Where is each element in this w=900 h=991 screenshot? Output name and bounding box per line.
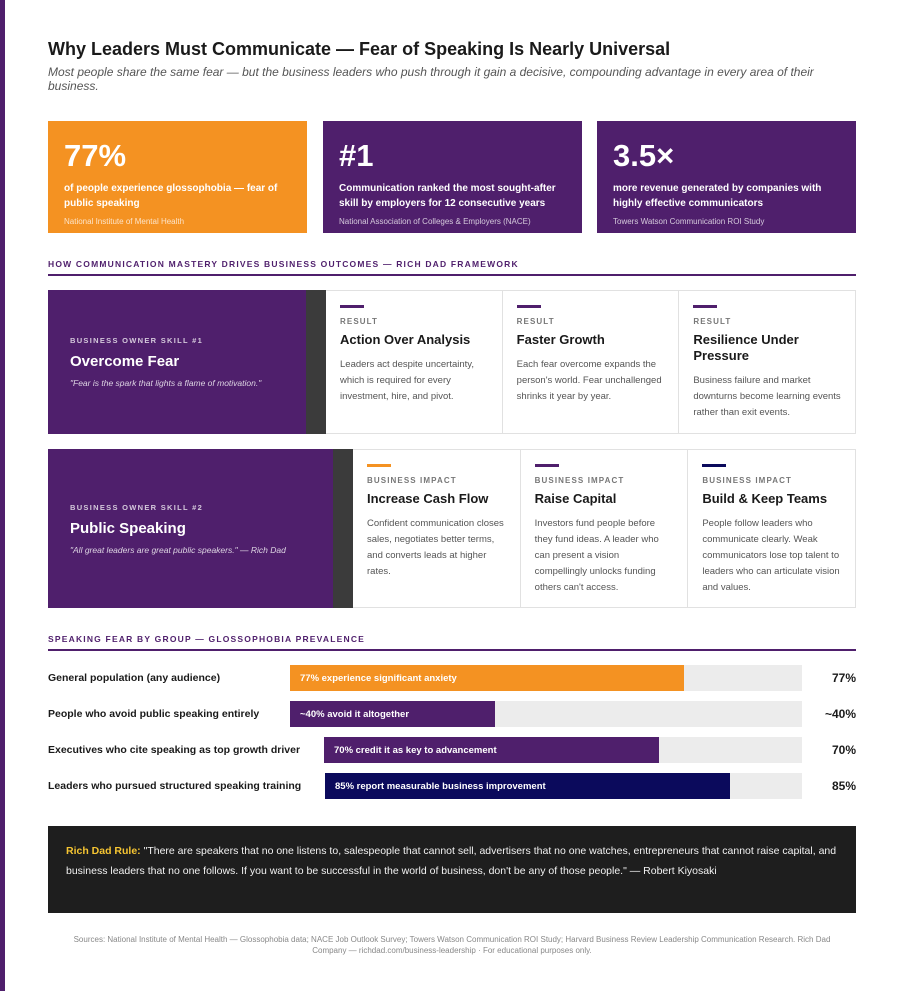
skill-name: Overcome Fear (70, 353, 180, 370)
card-accent-tick (693, 305, 718, 308)
card-accent-tick (367, 464, 391, 467)
skill-name: Public Speaking (70, 519, 186, 537)
bar-percent: 85% (831, 779, 856, 793)
bar-percent: ~40% (824, 707, 856, 721)
card-kicker: BUSINESS IMPACT (534, 476, 625, 485)
page-subtitle: Most people share the same fear — but th… (48, 65, 814, 93)
stat-value: #1 (339, 138, 374, 173)
bar-text: ~40% avoid it altogether (300, 709, 410, 720)
skill-row-overcome-fear: BUSINESS OWNER SKILL #1 Overcome Fear "F… (48, 290, 856, 434)
bar-row: Leaders who pursued structured speaking … (48, 773, 856, 799)
result-cards: RESULT Action Over Analysis Leaders act … (326, 290, 856, 434)
card-kicker: BUSINESS IMPACT (367, 476, 457, 485)
impact-card: BUSINESS IMPACT Raise Capital Investors … (519, 450, 688, 607)
result-card: RESULT Action Over Analysis Leaders act … (326, 291, 502, 433)
result-card: RESULT Faster Growth Each fear overcome … (501, 291, 679, 433)
stat-source: Towers Watson Communication ROI Study (613, 217, 765, 226)
bar-label: General population (any audience) (48, 672, 221, 684)
bar-label: Leaders who pursued structured speaking … (48, 780, 302, 792)
rule-lead: Rich Dad Rule: (66, 845, 141, 857)
skill-kicker: BUSINESS OWNER SKILL #2 (70, 502, 204, 512)
card-body: People follow leaders who communicate cl… (702, 518, 840, 593)
stat-card-top-skill: #1 Communication ranked the most sought-… (323, 121, 582, 233)
card-kicker: BUSINESS IMPACT (702, 476, 793, 485)
skill-kicker: BUSINESS OWNER SKILL #1 (70, 336, 204, 345)
stat-source: National Institute of Mental Health (64, 217, 185, 226)
stat-description: Communication ranked the most sought-aft… (339, 183, 556, 209)
stat-cards: 77% of people experience glossophobia — … (48, 121, 856, 233)
bar-row: General population (any audience) 77% ex… (48, 665, 856, 691)
skill-divider (306, 290, 326, 434)
card-accent-tick (516, 305, 541, 308)
stat-card-glossophobia: 77% of people experience glossophobia — … (48, 121, 307, 233)
bar-row: People who avoid public speaking entirel… (48, 701, 856, 727)
impact-card: BUSINESS IMPACT Increase Cash Flow Confi… (353, 450, 520, 607)
card-title: Resilience Under Pressure (693, 332, 799, 363)
card-body: Business failure and market downturns be… (693, 375, 841, 418)
result-card: RESULT Resilience Under Pressure Busines… (678, 291, 855, 433)
card-kicker: RESULT (340, 317, 379, 326)
card-body: Each fear overcome expands the person's … (516, 359, 662, 402)
group-chart-heading: SPEAKING FEAR BY GROUP — GLOSSOPHOBIA PR… (48, 634, 856, 651)
card-accent-tick (534, 464, 559, 467)
bar-label: People who avoid public speaking entirel… (48, 708, 260, 720)
skill-quote: "All great leaders are great public spea… (70, 544, 286, 555)
framework-heading: HOW COMMUNICATION MASTERY DRIVES BUSINES… (48, 259, 856, 276)
card-title: Increase Cash Flow (367, 491, 489, 506)
stat-description: more revenue generated by companies with… (613, 183, 822, 209)
bar-track: 77% experience significant anxiety (290, 665, 802, 691)
bar-text: 70% credit it as key to advancement (334, 745, 497, 756)
sources-footer: Sources: National Institute of Mental He… (73, 935, 831, 955)
skill-divider (333, 449, 353, 608)
skill-row-public-speaking: BUSINESS OWNER SKILL #2 Public Speaking … (48, 449, 856, 608)
bar-track: ~40% avoid it altogether (290, 701, 802, 727)
bar-fill: ~40% avoid it altogether (290, 701, 495, 727)
bar-track: 85% report measurable business improveme… (325, 773, 802, 799)
page-title: Why Leaders Must Communicate — Fear of S… (48, 39, 671, 59)
bar-percent: 70% (831, 743, 856, 757)
impact-card: BUSINESS IMPACT Build & Keep Teams Peopl… (687, 450, 855, 607)
card-title: Faster Growth (516, 332, 605, 347)
stat-value: 77% (64, 138, 127, 173)
bar-text: 77% experience significant anxiety (300, 673, 457, 684)
stat-card-revenue: 3.5× more revenue generated by companies… (597, 121, 856, 233)
bar-label: Executives who cite speaking as top grow… (48, 744, 301, 756)
rich-dad-rule-callout: Rich Dad Rule: "There are speakers that … (48, 826, 856, 913)
card-body: Investors fund people before they fund i… (534, 518, 659, 593)
card-accent-tick (340, 305, 364, 308)
bar-percent: 77% (831, 671, 856, 685)
bar-fill: 85% report measurable business improveme… (325, 773, 731, 799)
stat-description: of people experience glossophobia — fear… (64, 183, 278, 209)
card-kicker: RESULT (516, 317, 555, 326)
left-accent-rule (0, 0, 5, 991)
bar-text: 85% report measurable business improveme… (335, 781, 546, 792)
skill-panel: BUSINESS OWNER SKILL #1 Overcome Fear "F… (48, 290, 306, 434)
card-title: Build & Keep Teams (702, 491, 828, 506)
bar-fill: 77% experience significant anxiety (290, 665, 685, 691)
skill-quote: "Fear is the spark that lights a flame o… (70, 378, 262, 388)
impact-cards: BUSINESS IMPACT Increase Cash Flow Confi… (353, 449, 856, 608)
card-body: Confident communication closes sales, ne… (367, 518, 504, 577)
stat-source: National Association of Colleges & Emplo… (339, 217, 531, 226)
skill-panel: BUSINESS OWNER SKILL #2 Public Speaking … (48, 449, 333, 608)
bar-fill: 70% credit it as key to advancement (324, 737, 659, 763)
card-title: Action Over Analysis (340, 332, 471, 347)
stat-value: 3.5× (613, 138, 675, 173)
card-kicker: RESULT (693, 317, 732, 326)
card-body: Leaders act despite uncertainty, which i… (340, 359, 474, 402)
infographic: Why Leaders Must Communicate — Fear of S… (48, 38, 856, 955)
bar-row: Executives who cite speaking as top grow… (48, 737, 856, 763)
card-title: Raise Capital (534, 491, 617, 506)
card-accent-tick (702, 464, 727, 467)
bar-track: 70% credit it as key to advancement (324, 737, 802, 763)
rule-text: "There are speakers that no one listens … (66, 845, 837, 877)
